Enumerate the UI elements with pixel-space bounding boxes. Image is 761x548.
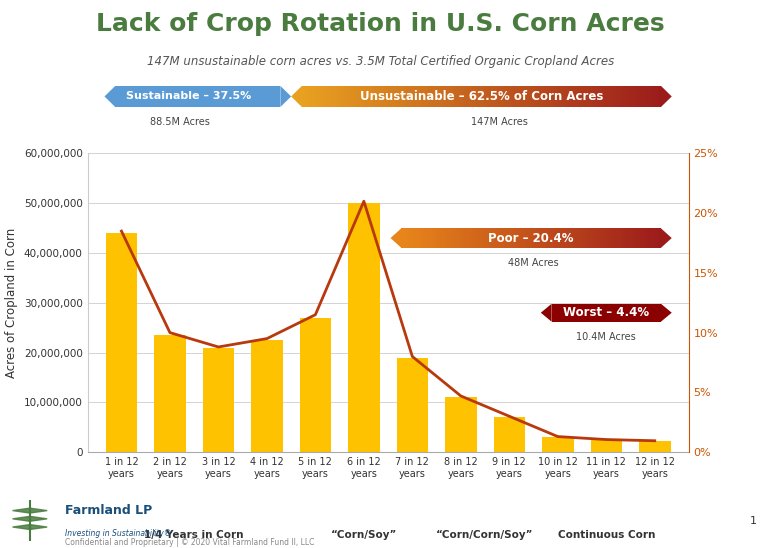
Polygon shape (390, 229, 401, 248)
Text: Sustainable – 37.5%: Sustainable – 37.5% (126, 92, 251, 101)
Bar (154, 335, 186, 452)
Text: 10.4M Acres: 10.4M Acres (576, 332, 636, 342)
Polygon shape (30, 516, 47, 521)
Polygon shape (661, 229, 672, 248)
Polygon shape (541, 304, 552, 322)
Text: Unsustainable – 62.5% of Corn Acres: Unsustainable – 62.5% of Corn Acres (360, 90, 603, 103)
Text: Farmland LP: Farmland LP (65, 504, 152, 517)
Text: Continuous Corn: Continuous Corn (558, 530, 655, 540)
Bar (542, 437, 574, 452)
Text: 1: 1 (750, 516, 757, 526)
Bar (494, 417, 525, 452)
Polygon shape (30, 508, 47, 513)
Polygon shape (661, 86, 672, 107)
Text: 48M Acres: 48M Acres (508, 258, 559, 268)
Text: 147M unsustainable corn acres vs. 3.5M Total Certified Organic Cropland Acres: 147M unsustainable corn acres vs. 3.5M T… (147, 55, 614, 68)
Bar (396, 357, 428, 452)
Text: 147M Acres: 147M Acres (471, 117, 528, 127)
Bar (639, 441, 670, 452)
Text: “Corn/Soy”: “Corn/Soy” (331, 530, 397, 540)
Text: Poor – 20.4%: Poor – 20.4% (489, 232, 574, 244)
Polygon shape (12, 516, 30, 521)
Text: Investing in Sustainability®: Investing in Sustainability® (65, 529, 171, 538)
Bar (202, 347, 234, 452)
Polygon shape (104, 86, 116, 107)
Bar (591, 439, 622, 452)
Y-axis label: Acres of Cropland in Corn: Acres of Cropland in Corn (5, 227, 18, 378)
Polygon shape (280, 86, 291, 107)
Polygon shape (291, 86, 302, 107)
Bar (445, 397, 476, 452)
Text: 88.5M Acres: 88.5M Acres (150, 117, 209, 127)
Bar (300, 318, 331, 452)
Polygon shape (661, 304, 672, 322)
Text: Worst – 4.4%: Worst – 4.4% (563, 306, 649, 319)
Text: “Corn/Corn/Soy”: “Corn/Corn/Soy” (436, 530, 533, 540)
Bar (106, 233, 137, 452)
Bar (348, 203, 380, 452)
Text: Confidential and Proprietary | © 2020 Vital Farmland Fund II, LLC: Confidential and Proprietary | © 2020 Vi… (65, 538, 314, 547)
Polygon shape (12, 524, 30, 529)
Bar (251, 340, 282, 452)
Text: 1/4 Years in Corn: 1/4 Years in Corn (145, 530, 244, 540)
Text: Lack of Crop Rotation in U.S. Corn Acres: Lack of Crop Rotation in U.S. Corn Acres (96, 12, 665, 36)
Polygon shape (12, 508, 30, 513)
Polygon shape (30, 524, 47, 529)
